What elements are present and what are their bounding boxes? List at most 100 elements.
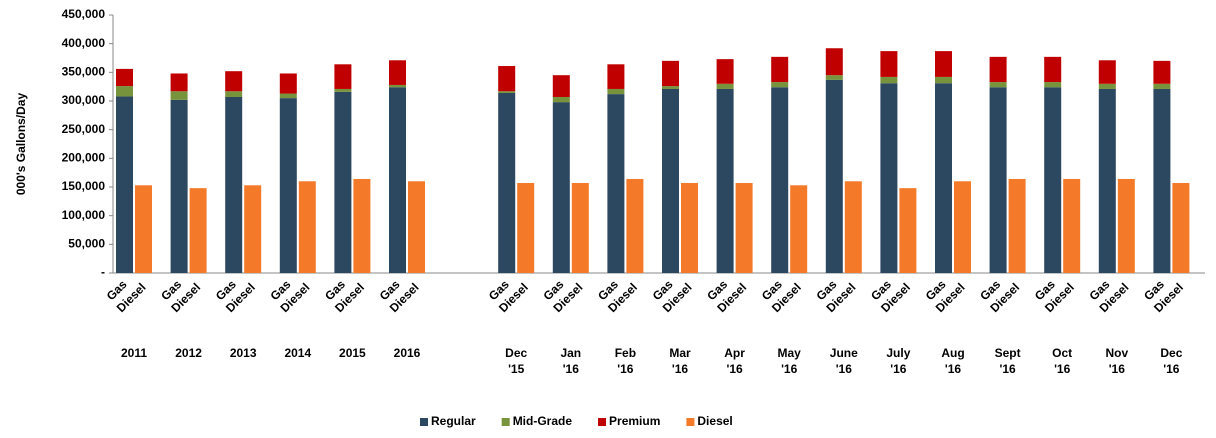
bar-segment [1044,82,1062,88]
bar-segment [825,79,843,273]
bar-segment [1063,178,1081,273]
x-tick-label: May '16 [777,346,801,376]
bar-segment [662,88,679,274]
bar-segment [498,66,516,92]
bar-segment [1098,88,1116,274]
y-axis-title: 000's Gallons/Day [14,93,28,196]
x-tick-label: Sept '16 [994,346,1021,376]
bar-segment [1098,83,1116,89]
bar-segment [279,98,297,273]
bar-segment [899,188,917,273]
x-tick-label: 2015 [339,346,366,360]
y-tick-label: 100,000 [62,208,106,222]
legend-label: Diesel [697,414,732,428]
x-tick-label: Nov '16 [1105,346,1129,376]
bar-segment [571,182,589,273]
x-tick-label: Oct '16 [1052,346,1073,376]
y-tick-label: 450,000 [62,7,106,21]
legend-marker [501,418,510,426]
legend-marker [686,418,695,426]
bar-segment [771,87,789,274]
bar-segment [298,181,316,273]
bar-segment [1172,182,1190,273]
bar-segment [662,60,679,87]
x-tick-label: Jan '16 [560,346,582,376]
bar-segment [716,88,734,274]
bar-segment [880,83,898,273]
x-tick-label: Dec '15 [505,346,528,376]
bar-segment [1044,56,1062,83]
bar-segment [935,83,952,273]
bar-segment [844,181,862,273]
bar-segment [681,182,698,273]
bar-segment [825,48,843,76]
bar-segment [771,82,789,88]
bar-segment [135,185,152,273]
bar-segment [389,60,406,85]
bar-segment [225,96,243,273]
bar-segment [498,91,516,93]
bar-segment [498,92,516,274]
bar-segment [880,51,898,77]
bar-segment [935,51,952,77]
x-tick-label: 2013 [229,346,257,360]
x-tick-label: Aug '16 [941,346,965,376]
x-tick-label: 2012 [175,346,202,360]
bar-segment [880,76,898,84]
bar-segment [1098,60,1116,84]
bar-segment [225,71,243,92]
bar-segment [989,56,1007,83]
bar-segment [279,73,297,94]
bar-segment [607,88,625,95]
bar-segment [989,82,1007,88]
y-tick-label: 400,000 [62,36,106,50]
bar-segment [607,94,625,274]
bar-segment [716,59,734,84]
y-tick-label: - [101,265,105,279]
bar-segment [1153,60,1171,84]
bar-segment [790,185,808,273]
legend-label: Regular [431,414,476,428]
bar-segment [1117,178,1135,273]
bar-segment [1153,88,1171,274]
bar-segment [170,99,188,273]
y-tick-label: 300,000 [62,93,106,107]
x-tick-label: Apr '16 [724,346,745,376]
bar-segment [716,83,734,89]
x-tick-label: Dec '16 [1160,346,1183,376]
bar-segment [552,96,570,103]
bar-segment [1153,83,1171,89]
bar-segment [170,91,188,100]
bar-segment [189,188,207,273]
bar-segment [517,182,535,273]
bar-segment [408,181,425,273]
bar-segment [334,64,352,89]
bar-segment [279,93,297,99]
bar-segment [954,181,971,273]
bar-segment [935,76,952,84]
bar-segment [735,182,753,273]
bar-segment [607,64,625,89]
bar-segment [334,91,352,274]
bar-segment [353,178,371,273]
x-tick-label: July '16 [886,346,911,376]
bar-segment [552,102,570,273]
bar-segment [825,75,843,80]
bar-segment [225,91,243,97]
x-tick-label: Feb '16 [614,346,637,376]
bar-segment [389,87,406,274]
x-tick-label: 2011 [120,346,148,360]
bar-segment [170,73,188,92]
bar-segment [116,96,133,273]
y-tick-label: 350,000 [62,65,106,79]
bar-segment [389,84,406,88]
bar-segment [244,185,262,273]
y-tick-label: 150,000 [62,179,106,193]
y-tick-label: 250,000 [62,122,106,136]
bar-segment [116,68,133,87]
bar-segment [1044,87,1062,274]
legend-label: Premium [609,414,660,428]
bar-segment [116,86,133,97]
